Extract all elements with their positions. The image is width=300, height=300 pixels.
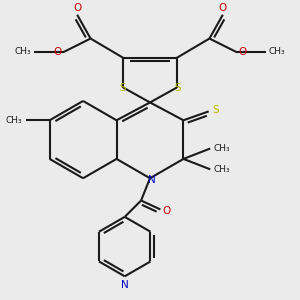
Text: O: O xyxy=(163,206,171,216)
Text: O: O xyxy=(73,3,81,13)
Text: S: S xyxy=(119,82,126,93)
Text: CH₃: CH₃ xyxy=(214,165,230,174)
Text: N: N xyxy=(121,280,129,290)
Text: O: O xyxy=(238,47,247,57)
Text: S: S xyxy=(174,82,181,93)
Text: CH₃: CH₃ xyxy=(269,47,286,56)
Text: O: O xyxy=(219,3,227,13)
Text: N: N xyxy=(148,175,155,185)
Text: CH₃: CH₃ xyxy=(14,47,31,56)
Text: CH₃: CH₃ xyxy=(214,144,230,153)
Text: O: O xyxy=(53,47,61,57)
Text: S: S xyxy=(212,105,219,115)
Text: CH₃: CH₃ xyxy=(5,116,22,125)
